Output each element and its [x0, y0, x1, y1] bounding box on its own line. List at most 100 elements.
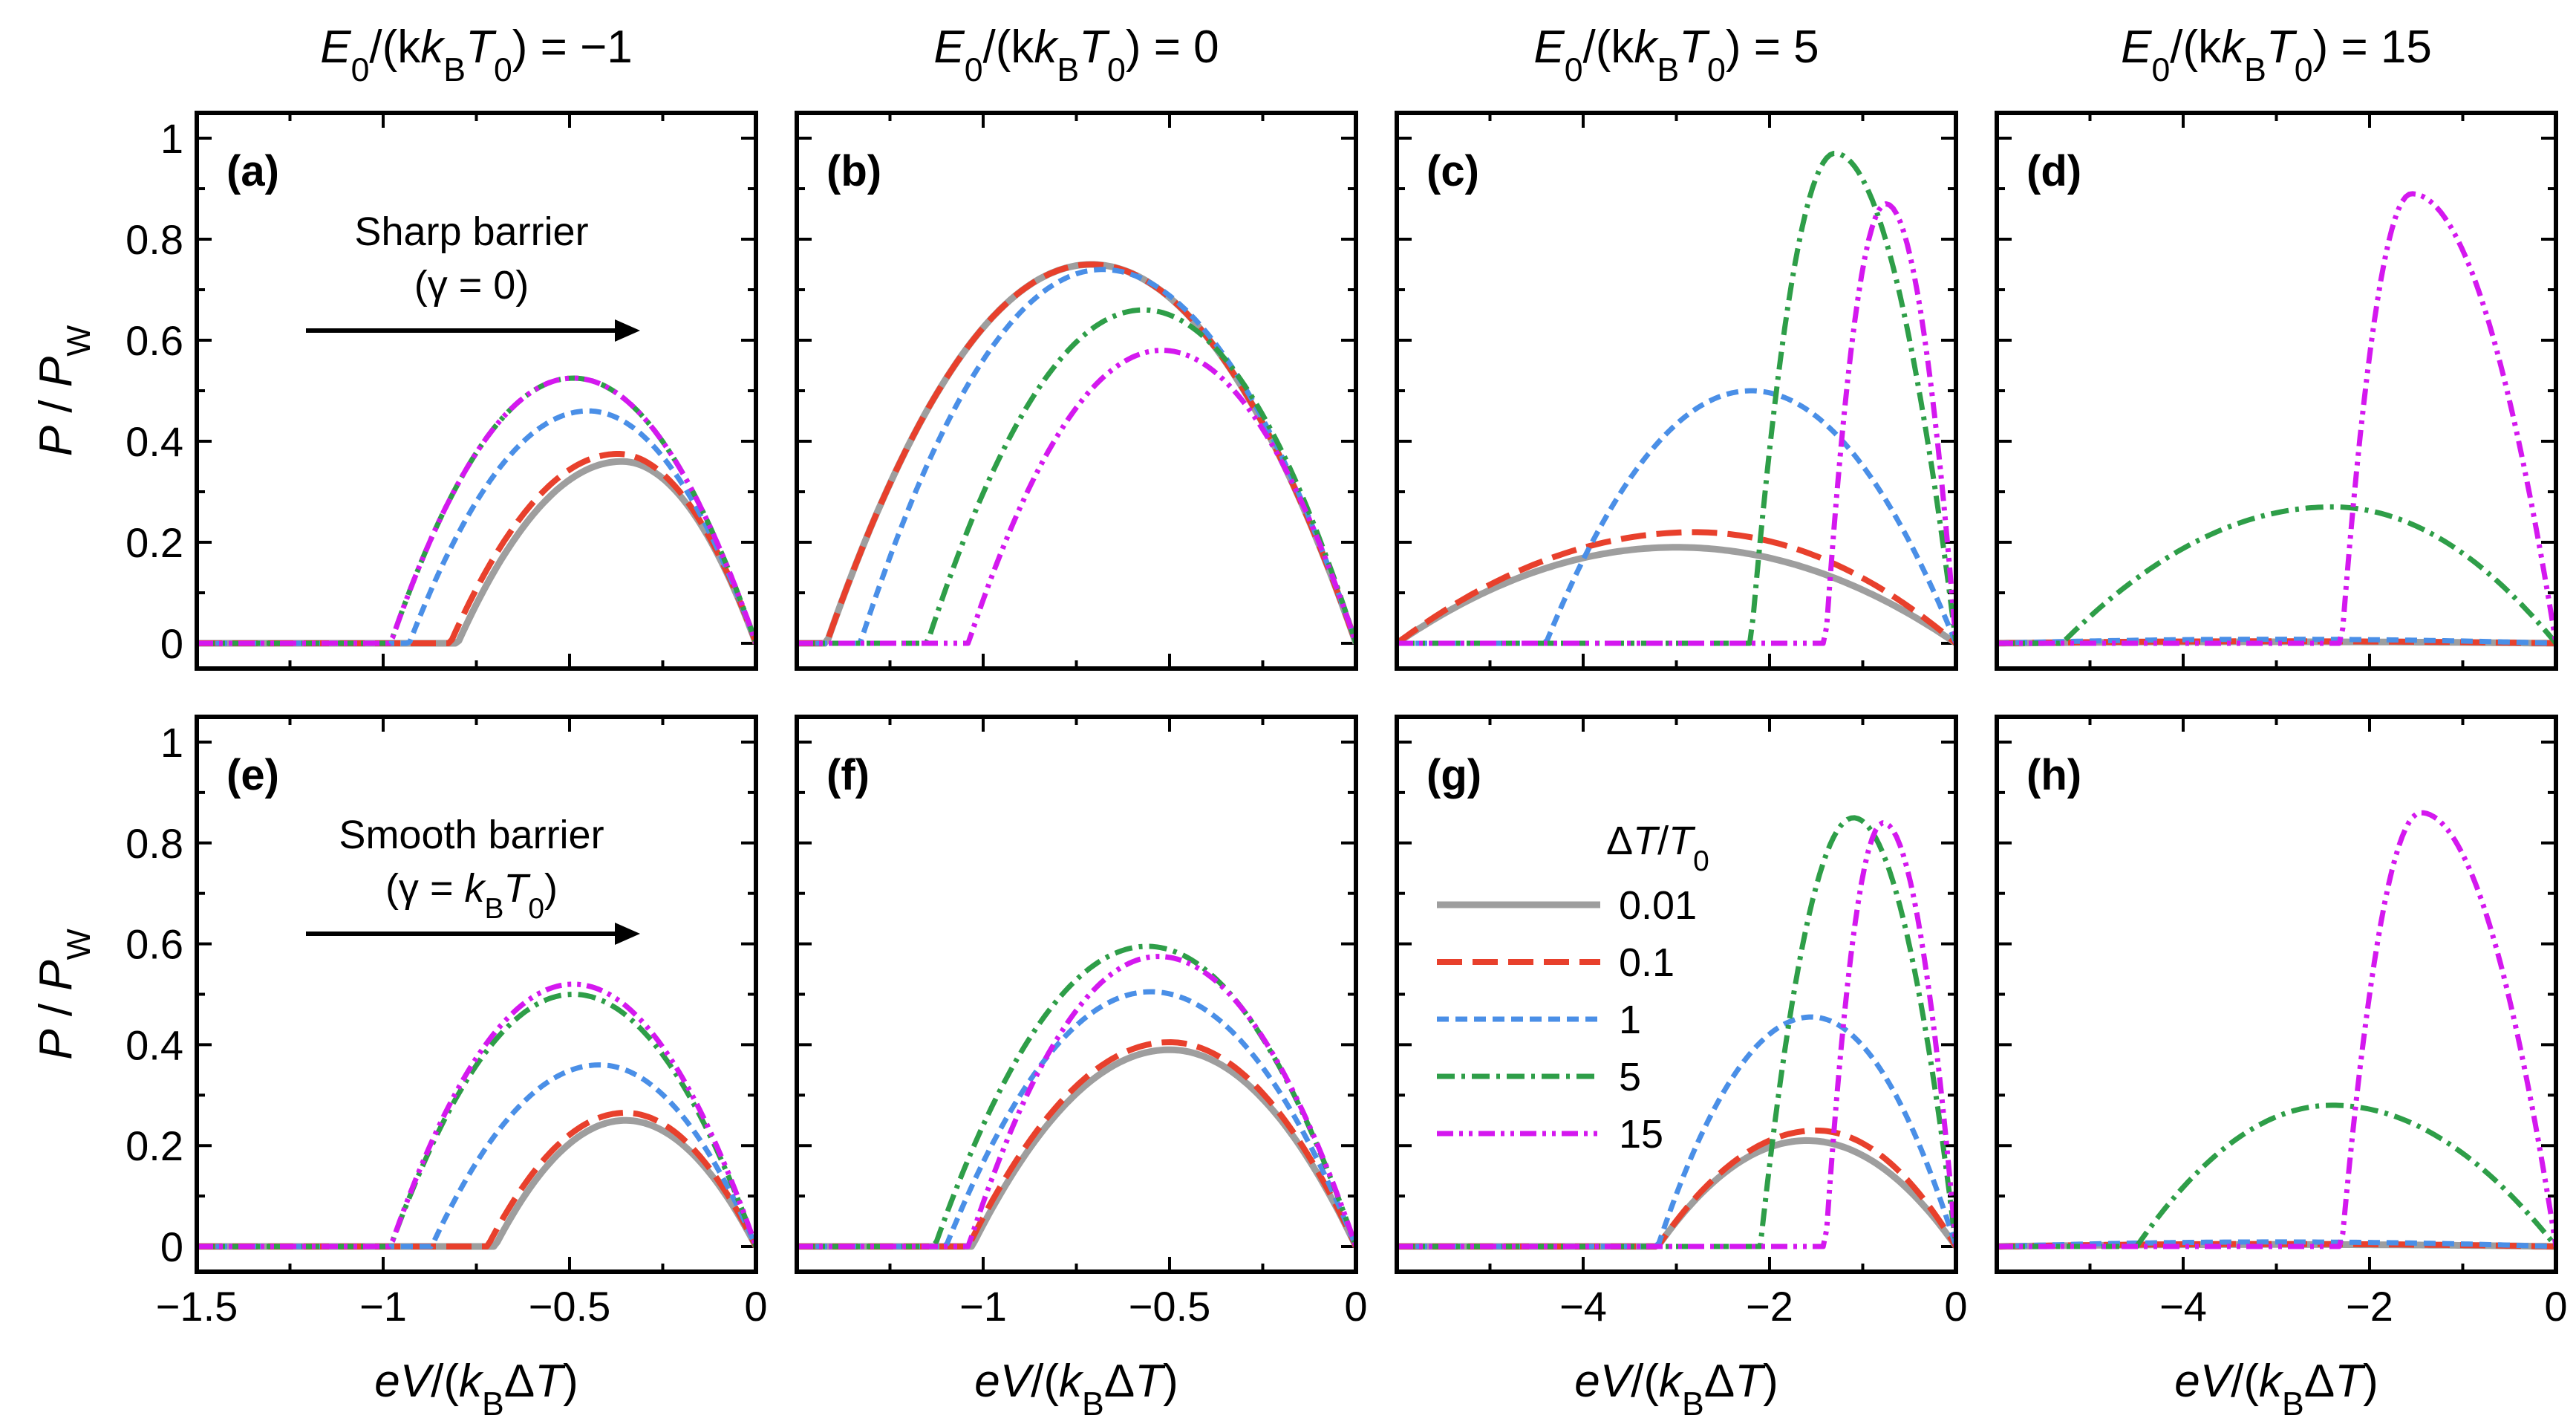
legend-label-0.1: 0.1: [1619, 940, 1675, 985]
series-b-5: [797, 307, 1356, 646]
series-h-5: [1997, 1102, 2556, 1249]
series-a-15: [197, 375, 756, 646]
panel-label-c: (c): [1426, 147, 1479, 195]
annotation-arrow2-head: [615, 923, 640, 945]
panel-frame-g: [1395, 715, 1958, 1274]
panel-f: [797, 717, 1357, 1272]
series-d-5: [1997, 504, 2556, 646]
series-b-0.01: [797, 261, 1356, 647]
y-axis-label: P / PW: [30, 929, 97, 1060]
legend-label-1: 1: [1619, 998, 1641, 1042]
x-axis-label: eV/(kBΔT): [374, 1356, 578, 1420]
panel-frame-b: [795, 111, 1358, 671]
series-b-0.1: [797, 261, 1356, 646]
panel-label-h: (h): [2026, 751, 2081, 799]
chart-text: 0 0.2 0.4 0.6 0.8 1 (a) (b) (c) (d) 0 0.2 0.4 0.6 0.8 1…: [30, 22, 2568, 1423]
column-title-4: E0/(kkBT0) = 15: [2121, 22, 2432, 88]
ytick-label: 0.8: [125, 820, 183, 867]
y-axis-label: P / PW: [30, 325, 97, 457]
legend-label-15: 15: [1619, 1112, 1663, 1157]
xtick-label: −4: [2159, 1283, 2207, 1330]
xtick-label: −4: [1559, 1283, 1607, 1330]
panel-frame-e: [195, 715, 758, 1274]
panel-frame-h: [1995, 715, 2558, 1274]
panel-label-d: (d): [2026, 147, 2081, 195]
column-title-1: E0/(kkBT0) = −1: [320, 22, 633, 88]
xtick-label: −1: [959, 1283, 1007, 1330]
panel-frame-c: [1395, 111, 1958, 671]
ytick-label: 0: [160, 620, 183, 667]
panel-label-e: (e): [226, 751, 279, 799]
series-c-0.01: [1397, 544, 1956, 646]
annotation-sharp-line1: Sharp barrier: [354, 209, 588, 254]
xtick-label: −0.5: [1129, 1283, 1211, 1330]
ytick-label: 0.4: [125, 418, 183, 465]
column-title-2: E0/(kkBT0) = 0: [933, 22, 1219, 88]
series-b-1: [797, 267, 1356, 646]
xtick-label: −1.5: [156, 1283, 238, 1330]
xtick-label: 0: [744, 1283, 767, 1330]
panel-label-b: (b): [826, 147, 881, 195]
series-a-0.1: [197, 451, 756, 646]
ytick-label: 0.8: [125, 216, 183, 263]
panel-b: [797, 113, 1357, 669]
series-h-15: [1997, 810, 2556, 1249]
ytick-label: 1: [160, 719, 183, 766]
ylabel-group: P / PW: [30, 325, 97, 457]
x-axis-label: eV/(kBΔT): [2174, 1356, 2378, 1420]
series-e-5: [197, 992, 756, 1249]
legend-label-5: 5: [1619, 1055, 1641, 1099]
annotation-arrow-head: [615, 319, 640, 342]
series-f-15: [797, 954, 1356, 1249]
panel-d: [1997, 113, 2557, 669]
series-e-0.1: [197, 1110, 756, 1249]
annotation-smooth-line1: Smooth barrier: [339, 813, 604, 857]
series-e-0.01: [197, 1116, 756, 1250]
legend-title: ΔT/T0: [1606, 819, 1709, 877]
x-axis-label: eV/(kBΔT): [974, 1356, 1178, 1420]
xtick-label: 0: [2544, 1283, 2567, 1330]
annotation-sharp-line2: (γ = 0): [414, 263, 529, 308]
panel-h: [1997, 717, 2557, 1272]
xtick-label: 0: [1344, 1283, 1367, 1330]
annotation-smooth-line2: (γ = kBT0): [385, 866, 558, 925]
series-d-15: [1997, 191, 2556, 646]
panel-label-a: (a): [226, 147, 279, 195]
series-g-15: [1397, 820, 1956, 1249]
panel-e: [195, 717, 757, 1272]
series-a-5: [197, 375, 756, 646]
series-c-1: [1397, 388, 1956, 646]
panel-label-g: (g): [1426, 751, 1481, 799]
panel-frame-f: [795, 715, 1358, 1274]
xtick-label: −2: [2346, 1283, 2393, 1330]
series-f-0.1: [797, 1039, 1356, 1249]
series-a-0.01: [197, 458, 756, 647]
series-f-1: [797, 989, 1356, 1249]
xtick-label: −0.5: [529, 1283, 611, 1330]
x-axis-label: eV/(kBΔT): [1574, 1356, 1778, 1420]
panel-label-f: (f): [826, 751, 870, 799]
ytick-label: 0.6: [125, 921, 183, 968]
ylabel-group: P / PW: [30, 929, 97, 1060]
panel-frames: [195, 113, 2557, 1272]
series-f-0.01: [797, 1046, 1356, 1250]
series-g-5: [1397, 815, 1956, 1249]
series-e-15: [197, 981, 756, 1249]
ytick-label: 0.6: [125, 317, 183, 364]
panel-frame-d: [1995, 111, 2558, 671]
panel-a: [195, 113, 757, 669]
series-lines: [197, 151, 2556, 1250]
ytick-label: 0.2: [125, 1122, 183, 1169]
series-b-15: [797, 348, 1356, 646]
xtick-label: −2: [1746, 1283, 1793, 1330]
ytick-label: 0.4: [125, 1021, 183, 1068]
series-e-1: [197, 1062, 756, 1249]
series-c-5: [1397, 151, 1956, 646]
legend-label-0.01: 0.01: [1619, 883, 1697, 928]
ytick-label: 0: [160, 1223, 183, 1270]
series-c-15: [1397, 201, 1956, 646]
ytick-label: 0.2: [125, 519, 183, 566]
panel-frame-a: [195, 111, 758, 671]
